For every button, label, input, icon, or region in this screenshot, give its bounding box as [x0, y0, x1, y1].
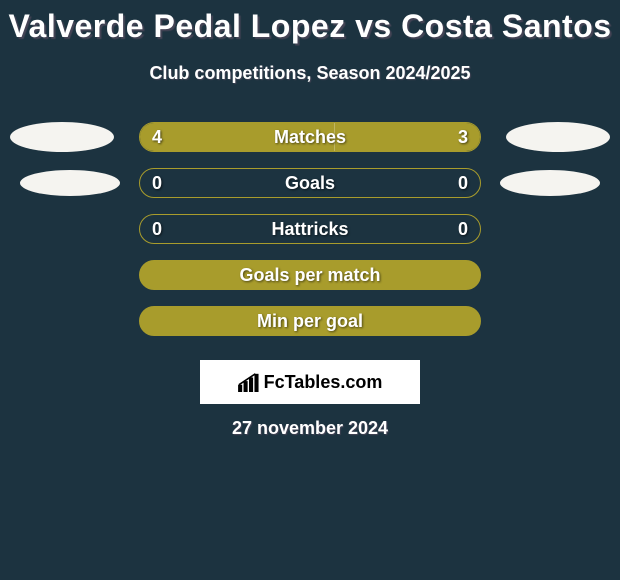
player-oval-left: [10, 122, 114, 152]
stat-row: 0 0 Hattricks: [0, 206, 620, 252]
stat-bar: 4 3 Matches: [139, 122, 481, 152]
date-text: 27 november 2024: [0, 418, 620, 439]
stat-bar: 0 0 Goals: [139, 168, 481, 198]
bars-icon: [238, 372, 260, 392]
stat-row: 0 0 Goals: [0, 160, 620, 206]
bar-label: Hattricks: [271, 219, 348, 240]
page-subtitle: Club competitions, Season 2024/2025: [0, 63, 620, 84]
page-title: Valverde Pedal Lopez vs Costa Santos: [0, 0, 620, 45]
stat-row: Goals per match: [0, 252, 620, 298]
stat-bar: 0 0 Hattricks: [139, 214, 481, 244]
stat-bar: Goals per match: [139, 260, 481, 290]
bar-value-right: 0: [458, 219, 468, 240]
bar-label: Goals: [285, 173, 335, 194]
stat-rows: 4 3 Matches 0 0 Goals 0 0 Hattricks Goals per mat…: [0, 114, 620, 344]
bar-value-left: 0: [152, 219, 162, 240]
logo-text: FcTables.com: [264, 372, 383, 393]
stat-bar: Min per goal: [139, 306, 481, 336]
bar-value-left: 0: [152, 173, 162, 194]
stat-row: 4 3 Matches: [0, 114, 620, 160]
logo: FcTables.com: [238, 372, 383, 393]
bar-value-right: 3: [458, 127, 468, 148]
bar-label: Min per goal: [257, 311, 363, 332]
bar-value-left: 4: [152, 127, 162, 148]
bar-label: Matches: [274, 127, 346, 148]
bar-value-right: 0: [458, 173, 468, 194]
player-oval-right: [506, 122, 610, 152]
player-oval-left: [20, 170, 120, 196]
player-oval-right: [500, 170, 600, 196]
bar-label: Goals per match: [239, 265, 380, 286]
stat-row: Min per goal: [0, 298, 620, 344]
logo-box: FcTables.com: [200, 360, 420, 404]
